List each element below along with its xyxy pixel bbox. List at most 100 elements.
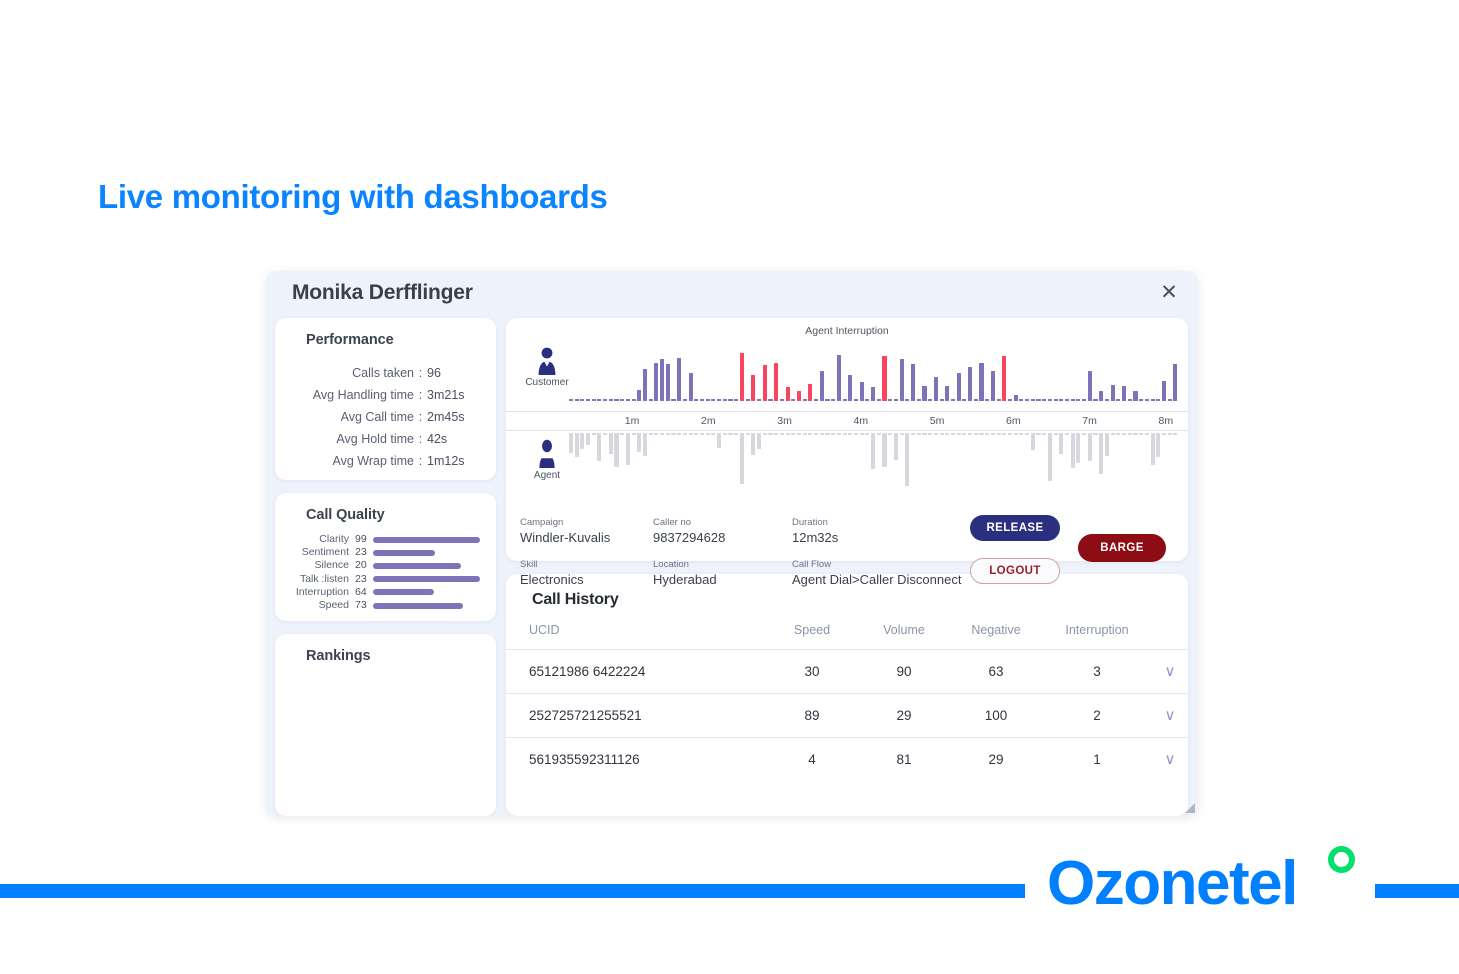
customer-bar xyxy=(836,354,841,401)
customer-bar xyxy=(642,368,648,401)
call-quality-row: Talk :listen 23 xyxy=(275,573,496,586)
customer-bar xyxy=(1047,399,1052,401)
cell-ucid: 252725721255521 xyxy=(506,693,766,738)
agent-bar xyxy=(968,433,973,435)
agent-bar xyxy=(1053,433,1058,435)
column-header-ucid[interactable]: UCID xyxy=(529,623,560,637)
agent-bar xyxy=(705,433,710,435)
agent-bar xyxy=(1133,433,1138,435)
customer-bar xyxy=(802,399,807,401)
waveform-card: Agent Interruption Customer xyxy=(506,318,1188,587)
agent-bar xyxy=(660,433,665,435)
release-button[interactable]: RELEASE xyxy=(970,515,1060,541)
agent-waveform-area: Agent xyxy=(506,433,1188,505)
agent-bar xyxy=(831,433,836,435)
quality-bar-track xyxy=(373,589,496,596)
axis-tick: 7m xyxy=(1082,415,1097,427)
person-icon xyxy=(539,439,555,468)
customer-bar xyxy=(831,399,836,401)
customer-bar xyxy=(910,363,916,401)
customer-bar xyxy=(745,399,750,401)
quality-bar-track xyxy=(373,549,496,556)
cell-expand[interactable]: ∨ xyxy=(1152,649,1188,694)
table-row[interactable]: 65121986 6422224 30 90 63 3 ∨ xyxy=(506,649,1188,694)
agent-bar xyxy=(859,433,864,435)
column-header-speed[interactable]: Speed xyxy=(793,623,831,637)
quality-bar-track xyxy=(373,602,496,609)
customer-bar xyxy=(796,391,802,401)
customer-bar xyxy=(1173,363,1178,401)
customer-bar xyxy=(631,399,636,401)
call-detail-field: Location Hyderabad xyxy=(653,559,792,588)
column-header-interruption[interactable]: Interruption xyxy=(1065,623,1129,637)
customer-bar xyxy=(728,399,733,401)
agent-bar xyxy=(979,433,984,435)
customer-bar xyxy=(916,399,921,401)
agent-bar xyxy=(722,433,727,435)
customer-bar xyxy=(574,399,579,401)
cell-speed: 89 xyxy=(766,693,858,738)
call-quality-row: Silence 20 xyxy=(275,559,496,572)
chevron-down-icon[interactable]: ∨ xyxy=(1164,751,1176,768)
performance-label: Avg Hold time xyxy=(336,432,414,446)
agent-bar xyxy=(1122,433,1127,435)
call-detail-value: Agent Dial>Caller Disconnect xyxy=(792,572,962,587)
quality-bar-fill xyxy=(373,536,480,543)
customer-bar xyxy=(1059,399,1064,401)
customer-bar xyxy=(762,365,767,401)
customer-bar xyxy=(968,366,973,401)
barge-button[interactable]: BARGE xyxy=(1078,534,1166,562)
agent-bars xyxy=(568,433,1178,495)
call-history-title: Call History xyxy=(532,591,619,608)
agent-bar xyxy=(950,433,956,435)
customer-bar xyxy=(734,399,739,401)
customer-bar xyxy=(973,399,978,401)
column-header-volume[interactable]: Volume xyxy=(883,623,925,637)
customer-bar xyxy=(717,399,722,401)
agent-bar xyxy=(608,433,613,454)
call-detail-label: Skill xyxy=(520,559,538,570)
axis-tick: 1m xyxy=(624,415,640,427)
agent-bar xyxy=(1116,433,1121,435)
chevron-down-icon[interactable]: ∨ xyxy=(1164,663,1176,680)
logout-button[interactable]: LOGOUT xyxy=(970,558,1060,584)
customer-bar xyxy=(711,399,716,401)
agent-bar xyxy=(996,433,1001,435)
call-quality-row: Interruption 64 xyxy=(275,586,496,599)
agent-bar xyxy=(574,433,579,458)
agent-bar xyxy=(848,433,853,435)
page-title: Live monitoring with dashboards xyxy=(98,178,608,215)
customer-bar xyxy=(1161,381,1167,401)
close-icon[interactable]: ✕ xyxy=(1160,280,1178,304)
customer-bar xyxy=(648,399,653,401)
agent-bar xyxy=(945,433,950,435)
table-row[interactable]: 561935592311126 4 81 29 1 ∨ xyxy=(506,737,1188,781)
customer-bar xyxy=(1042,399,1047,401)
table-row[interactable]: 252725721255521 89 29 100 2 ∨ xyxy=(506,693,1188,738)
quality-label: Interruption xyxy=(295,585,349,598)
cell-expand[interactable]: ∨ xyxy=(1152,693,1188,738)
customer-bar xyxy=(774,362,779,401)
chevron-down-icon[interactable]: ∨ xyxy=(1164,707,1176,724)
agent-avatar: Agent xyxy=(520,439,574,481)
customer-bar xyxy=(654,362,659,401)
column-header-negative[interactable]: Negative xyxy=(971,623,1021,637)
cell-interruption: 2 xyxy=(1042,693,1152,738)
column-header-expand xyxy=(1152,623,1188,650)
quality-label: Silence xyxy=(314,559,349,572)
customer-bar xyxy=(779,399,784,401)
cell-expand[interactable]: ∨ xyxy=(1152,737,1188,781)
quality-bar-fill xyxy=(373,589,434,596)
call-quality-row: Sentiment 23 xyxy=(275,546,496,559)
performance-label: Avg Call time xyxy=(340,410,414,424)
agent-bar xyxy=(699,433,705,435)
call-detail-label: Location xyxy=(653,559,689,570)
agent-bar xyxy=(871,433,876,469)
agent-bar xyxy=(962,433,967,435)
axis-tick: 6m xyxy=(1006,415,1021,427)
customer-bar xyxy=(945,385,950,401)
agent-bar xyxy=(1019,433,1024,435)
customer-bar xyxy=(751,374,756,401)
customer-bar xyxy=(1013,394,1018,401)
resize-handle-icon[interactable] xyxy=(1184,802,1196,814)
